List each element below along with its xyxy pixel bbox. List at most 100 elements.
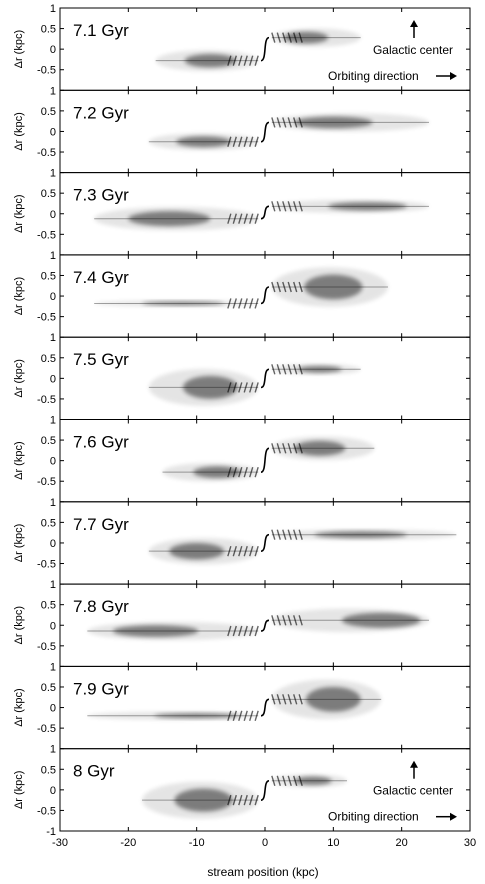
leading-ripple	[287, 694, 292, 705]
y-tick-label: -0.5	[37, 312, 56, 324]
y-axis-label: Δr (kpc)	[13, 30, 25, 69]
leading-arm-core	[294, 116, 373, 129]
leading-ripple	[282, 117, 287, 128]
trailing-ripple	[238, 794, 243, 806]
y-tick-label: 0	[50, 538, 56, 550]
trailing-ripple	[227, 213, 232, 224]
trailing-ripple	[254, 545, 259, 557]
y-tick-label: 0.5	[41, 188, 56, 200]
y-tick-label: 0	[50, 456, 56, 468]
y-axis-label: Δr (kpc)	[13, 606, 25, 645]
leading-arm-core	[341, 612, 421, 628]
x-tick-label: -20	[120, 837, 136, 849]
y-tick-label: 1	[50, 85, 56, 97]
progenitor	[260, 36, 270, 62]
y-tick-label: 0.5	[41, 600, 56, 612]
trailing-ripple	[227, 545, 232, 557]
y-axis-label: Δr (kpc)	[13, 771, 25, 810]
stream-particles	[148, 529, 457, 565]
leading-ripple	[276, 201, 281, 212]
trailing-ripple	[227, 794, 232, 806]
galactic-center-label: Galactic center	[373, 784, 453, 798]
leading-ripple	[287, 775, 292, 786]
trailing-ripple	[232, 794, 237, 806]
trailing-ripple	[249, 298, 254, 309]
y-tick-label: 1	[50, 415, 56, 427]
leading-ripple	[293, 364, 298, 375]
trailing-ripple	[238, 136, 243, 147]
progenitor	[260, 619, 270, 632]
leading-ripple	[271, 364, 276, 375]
progenitor	[260, 779, 270, 801]
y-tick-label: 0	[50, 620, 56, 632]
stream-particles	[94, 267, 388, 309]
leading-ripple	[293, 32, 298, 43]
trailing-ripple	[249, 55, 254, 66]
trailing-ripple	[243, 794, 248, 806]
stream-particles	[155, 28, 361, 72]
leading-ripple	[287, 117, 292, 128]
trailing-ripple	[227, 136, 232, 147]
panels-group: -0.5 0 0.5 1 Δr (kpc) 7.1 Gyr Galactic center O…	[13, 3, 476, 849]
trailing-arm-core	[153, 713, 240, 719]
trailing-ripple	[227, 710, 232, 721]
trailing-arm-core	[128, 211, 211, 227]
y-tick-label: 1	[50, 332, 56, 344]
leading-ripple	[298, 117, 303, 128]
trailing-ripple	[227, 382, 232, 393]
leading-ripple	[298, 694, 303, 705]
y-tick-label: -0.5	[37, 559, 56, 571]
leading-ripple	[271, 615, 276, 626]
trailing-ripple	[249, 136, 254, 147]
trailing-ripple	[243, 213, 248, 224]
progenitor	[260, 533, 270, 552]
leading-ripple	[282, 694, 287, 705]
trailing-ripple	[243, 382, 248, 393]
panel-3: -0.5 0 0.5 1 Δr (kpc) 7.3 Gyr	[13, 168, 471, 256]
y-tick-label: 0.5	[41, 353, 56, 365]
y-tick-label: -0.5	[37, 147, 56, 159]
stream-particles	[148, 364, 361, 406]
panel-5: -0.5 0 0.5 1 Δr (kpc) 7.5 Gyr	[13, 332, 471, 421]
orbiting-direction-arrowhead	[450, 812, 457, 821]
leading-arm-core	[304, 274, 363, 300]
leading-ripple	[287, 201, 292, 212]
y-axis-label: Δr (kpc)	[13, 688, 25, 727]
leading-ripple	[271, 443, 276, 454]
y-tick-label: 0	[50, 291, 56, 303]
trailing-ripple	[227, 625, 232, 637]
leading-ripple	[271, 694, 276, 705]
trailing-ripple	[249, 710, 254, 721]
leading-ripple	[287, 443, 292, 454]
y-tick-label: 0.5	[41, 682, 56, 694]
leading-ripple	[282, 443, 287, 454]
y-tick-label: 0.5	[41, 764, 56, 776]
y-tick-label: 0	[50, 785, 56, 797]
galactic-center-arrowhead	[410, 760, 418, 768]
panel-label: 7.5 Gyr	[73, 350, 129, 369]
panel-9: -0.5 0 0.5 1 Δr (kpc) 7.9 Gyr	[13, 661, 471, 750]
y-tick-label: -0.5	[37, 229, 56, 241]
y-tick-label: 0	[50, 44, 56, 56]
leading-ripple	[276, 775, 281, 786]
panel-label: 8 Gyr	[73, 762, 115, 781]
y-tick-label: 0	[50, 373, 56, 385]
trailing-ripple	[254, 466, 259, 478]
panel-7: -0.5 0 0.5 1 Δr (kpc) 7.7 Gyr	[13, 497, 471, 585]
leading-ripple	[276, 443, 281, 454]
trailing-ripple	[249, 625, 254, 637]
trailing-arm-core	[176, 136, 231, 148]
trailing-ripple	[232, 382, 237, 393]
leading-ripple	[282, 201, 287, 212]
trailing-arm-core	[184, 54, 236, 68]
y-tick-label: 0.5	[41, 106, 56, 118]
y-tick-label: 1	[50, 661, 56, 673]
trailing-ripple	[254, 55, 259, 66]
x-tick-label: 20	[396, 837, 408, 849]
progenitor	[260, 368, 270, 389]
x-tick-label: -30	[52, 837, 68, 849]
trailing-ripple	[232, 466, 237, 478]
trailing-ripple	[232, 213, 237, 224]
trailing-ripple	[238, 55, 243, 66]
leading-ripple	[271, 201, 276, 212]
